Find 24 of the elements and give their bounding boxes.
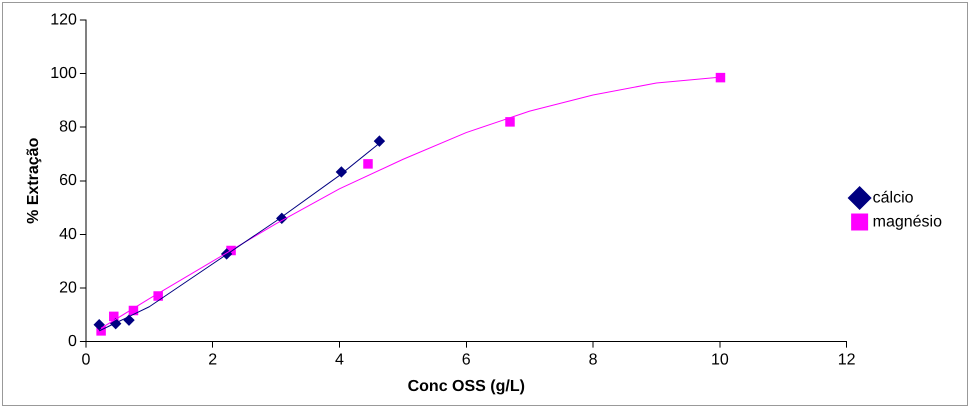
y-tick-label: 120	[50, 11, 77, 28]
x-tick-label: 0	[81, 352, 90, 369]
x-tick-label: 4	[335, 352, 344, 369]
point	[124, 314, 135, 326]
point	[374, 136, 385, 147]
point	[94, 319, 105, 330]
point	[363, 159, 373, 169]
x-tick-label: 10	[710, 352, 729, 369]
y-tick-label: 100	[50, 65, 77, 82]
legend-label: cálcio	[872, 189, 914, 206]
point	[716, 72, 726, 82]
y-tick-label: 80	[59, 118, 77, 136]
y-tick-label: 40	[59, 226, 77, 243]
y-axis-title: % Extração	[25, 137, 42, 224]
x-tick-label: 8	[588, 352, 598, 369]
point	[336, 166, 347, 178]
x-tick-label: 2	[208, 352, 218, 369]
x-tick-label: 12	[838, 352, 856, 369]
x-axis-title: Conc OSS (g/L)	[408, 378, 525, 395]
legend-label: magnésio	[872, 213, 942, 230]
y-tick-label: 20	[59, 279, 77, 296]
y-tick-label: 60	[59, 172, 77, 190]
y-tick-label: 0	[68, 333, 77, 350]
x-tick-label: 6	[462, 352, 471, 369]
